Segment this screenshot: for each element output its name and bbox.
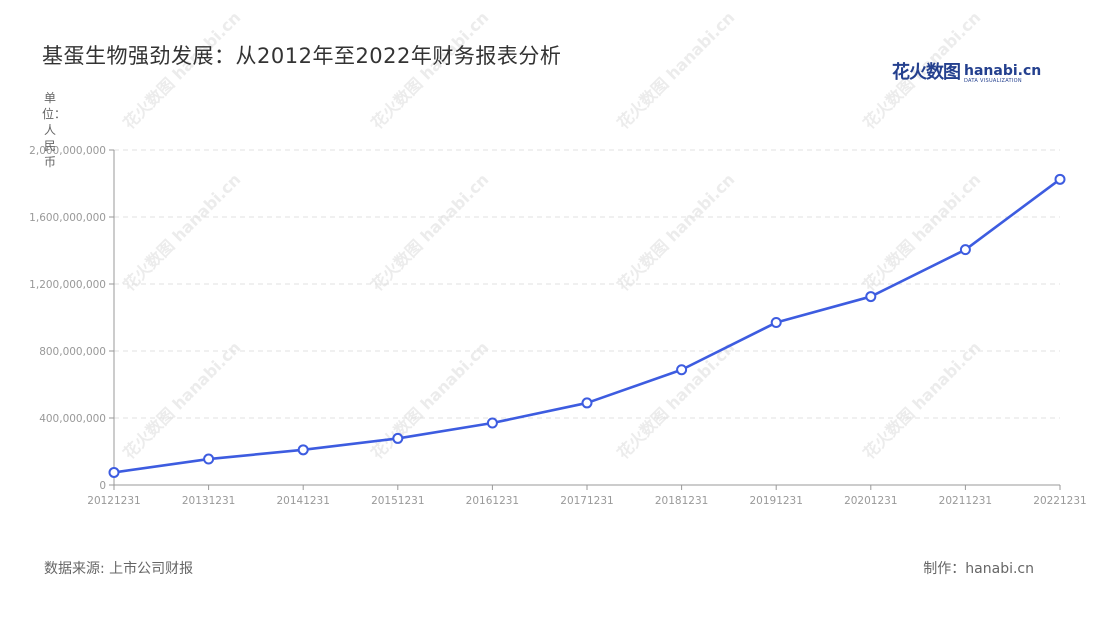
x-tick-label: 20141231: [276, 495, 329, 507]
data-point: [1054, 173, 1066, 185]
brand-logo-en: hanabi.cn: [964, 63, 1042, 79]
x-tick-label: 20161231: [466, 495, 519, 507]
source-note: 数据来源: 上市公司财报: [44, 561, 194, 577]
data-point: [392, 432, 404, 444]
watermark-text: 花火数图 hanabi.cn: [613, 8, 738, 133]
y-tick-label: 1,200,000,000: [29, 279, 106, 291]
credit-note: 制作：hanabi.cn: [923, 561, 1034, 577]
brand-logo: 花火数图 hanabi.cn DATA VISUALIZATION: [892, 58, 1041, 84]
data-point: [770, 317, 782, 329]
x-tick-label: 20121231: [87, 495, 140, 507]
data-point: [203, 453, 215, 465]
watermark-text: 花火数图 hanabi.cn: [119, 8, 244, 133]
watermark-text: 花火数图 hanabi.cn: [613, 170, 738, 295]
watermark-text: 花火数图 hanabi.cn: [119, 338, 244, 463]
watermark-text: 花火数图 hanabi.cn: [859, 170, 984, 295]
data-point: [486, 417, 498, 429]
data-point: [865, 291, 877, 303]
y-tick-label: 0: [99, 480, 106, 492]
x-tick-label: 20181231: [655, 495, 708, 507]
x-tick-label: 20191231: [749, 495, 802, 507]
watermark-layer: 花火数图 hanabi.cn 花火数图 hanabi.cn 花火数图 hanabi.…: [119, 8, 984, 463]
x-tick-label: 20151231: [371, 495, 424, 507]
brand-logo-cn: 花火数图: [892, 62, 961, 83]
brand-logo-en-wrap: hanabi.cn DATA VISUALIZATION: [964, 64, 1041, 84]
data-point: [676, 364, 688, 376]
watermark-text: 花火数图 hanabi.cn: [859, 338, 984, 463]
chart-title: 基蛋生物强劲发展：从2012年至2022年财务报表分析: [42, 44, 562, 68]
grid-lines: [114, 149, 1060, 419]
x-tick-label: 20171231: [560, 495, 613, 507]
x-tick-label: 20201231: [844, 495, 897, 507]
y-axis-unit-label: 单位：人民币: [42, 91, 67, 169]
brand-logo-sub: DATA VISUALIZATION: [964, 78, 1022, 84]
x-tick-label: 20221231: [1033, 495, 1086, 507]
data-point: [108, 466, 120, 478]
data-point: [959, 244, 971, 256]
watermark-text: 花火数图 hanabi.cn: [119, 170, 244, 295]
y-tick-label: 2,000,000,000: [29, 145, 106, 157]
data-points: [108, 173, 1066, 478]
y-tick-label: 800,000,000: [39, 346, 106, 358]
axes: [113, 150, 1060, 486]
watermark-text: 花火数图 hanabi.cn: [367, 338, 492, 463]
x-axis-ticks: 20121231 20131231 20141231 20151231 20161231…: [87, 485, 1087, 507]
data-point: [297, 444, 309, 456]
x-tick-label: 20131231: [182, 495, 235, 507]
y-tick-label: 400,000,000: [39, 413, 106, 425]
data-point: [581, 397, 593, 409]
y-tick-label: 1,600,000,000: [29, 212, 106, 224]
watermark-text: 花火数图 hanabi.cn: [367, 170, 492, 295]
watermark-text: 花火数图 hanabi.cn: [367, 8, 492, 133]
y-axis-ticks: 0 400,000,000 800,000,000 1,200,000,000 1,60…: [29, 145, 114, 492]
x-tick-label: 20211231: [939, 495, 992, 507]
watermark-text: 花火数图 hanabi.cn: [613, 338, 738, 463]
